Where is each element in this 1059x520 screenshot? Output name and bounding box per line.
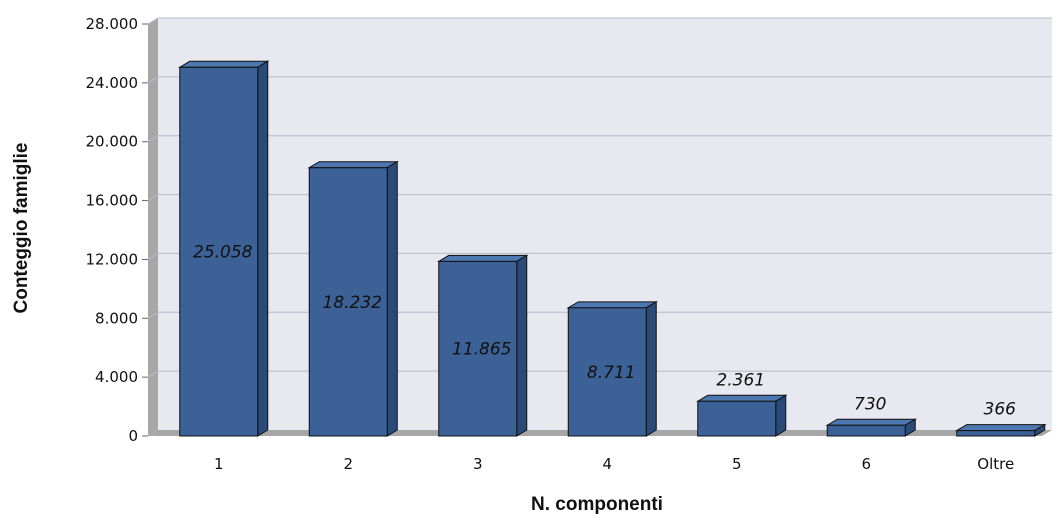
y-axis-title: Conteggio famiglie (11, 143, 32, 314)
y-tick-label: 28.000 (86, 15, 139, 33)
bar-front (438, 260, 518, 437)
x-axis: 1 2 3 4 5 6 Oltre (214, 455, 1014, 473)
y-tick-label: 8.000 (95, 309, 138, 327)
x-tick-label: 6 (861, 455, 871, 473)
bar-top (177, 60, 270, 68)
bar-value-label: 8.711 (587, 363, 636, 383)
bar (566, 300, 659, 437)
bar (436, 254, 529, 437)
gridline-wall (147, 311, 159, 319)
bar-side (516, 254, 528, 437)
bar-top (566, 301, 659, 309)
bar-value-label: 730 (854, 394, 886, 414)
bars: 25.058 18.232 11.865 8.711 2.361 730 366 (177, 60, 1047, 437)
bar (695, 394, 788, 437)
bar-top (695, 394, 788, 402)
bar-value-label: 2.361 (716, 370, 765, 390)
y-axis: 0 4.000 8.000 12.000 16.000 20.000 24.000 28.00… (86, 15, 148, 445)
bar-top (307, 161, 400, 169)
y-tick-label: 12.000 (86, 250, 139, 268)
x-tick-label: 1 (214, 455, 224, 473)
gridline-wall (147, 17, 159, 25)
y-tick-label: 24.000 (86, 74, 139, 92)
bar-front (956, 430, 1036, 437)
bar-front (826, 424, 906, 437)
bar (177, 60, 270, 437)
bar-side (645, 300, 657, 437)
bar-front (567, 307, 647, 437)
bar (825, 418, 918, 437)
x-tick-label: Oltre (977, 455, 1014, 473)
bar-front (697, 400, 777, 437)
x-axis-title: N. componenti (531, 494, 663, 515)
gridline-wall (147, 194, 159, 202)
bar (954, 423, 1047, 437)
gridline-wall (147, 370, 159, 378)
bar-value-label: 11.865 (452, 340, 511, 360)
bar (307, 160, 400, 437)
x-tick-label: 4 (602, 455, 612, 473)
bar-side (257, 60, 269, 437)
bar-value-label: 366 (984, 400, 1017, 420)
x-tick-label: 5 (732, 455, 742, 473)
y-tick-label: 0 (128, 427, 138, 445)
gridline-wall (147, 252, 159, 260)
bar-side (775, 394, 787, 437)
y-tick-label: 20.000 (86, 133, 139, 151)
x-tick-label: 3 (473, 455, 483, 473)
gridline-wall (147, 135, 159, 143)
bar-front (308, 167, 388, 437)
bar-value-label: 18.232 (323, 293, 382, 313)
bar-front (179, 66, 259, 437)
y-tick-label: 4.000 (95, 368, 138, 386)
bar-side (386, 160, 398, 437)
y-tick-label: 16.000 (86, 192, 139, 210)
bar-top (436, 254, 529, 262)
bar-value-label: 25.058 (193, 243, 253, 263)
bar-top (954, 424, 1047, 432)
gridline-wall (147, 76, 159, 84)
x-tick-label: 2 (343, 455, 353, 473)
left-wall (148, 18, 158, 436)
bar-top (825, 418, 918, 426)
